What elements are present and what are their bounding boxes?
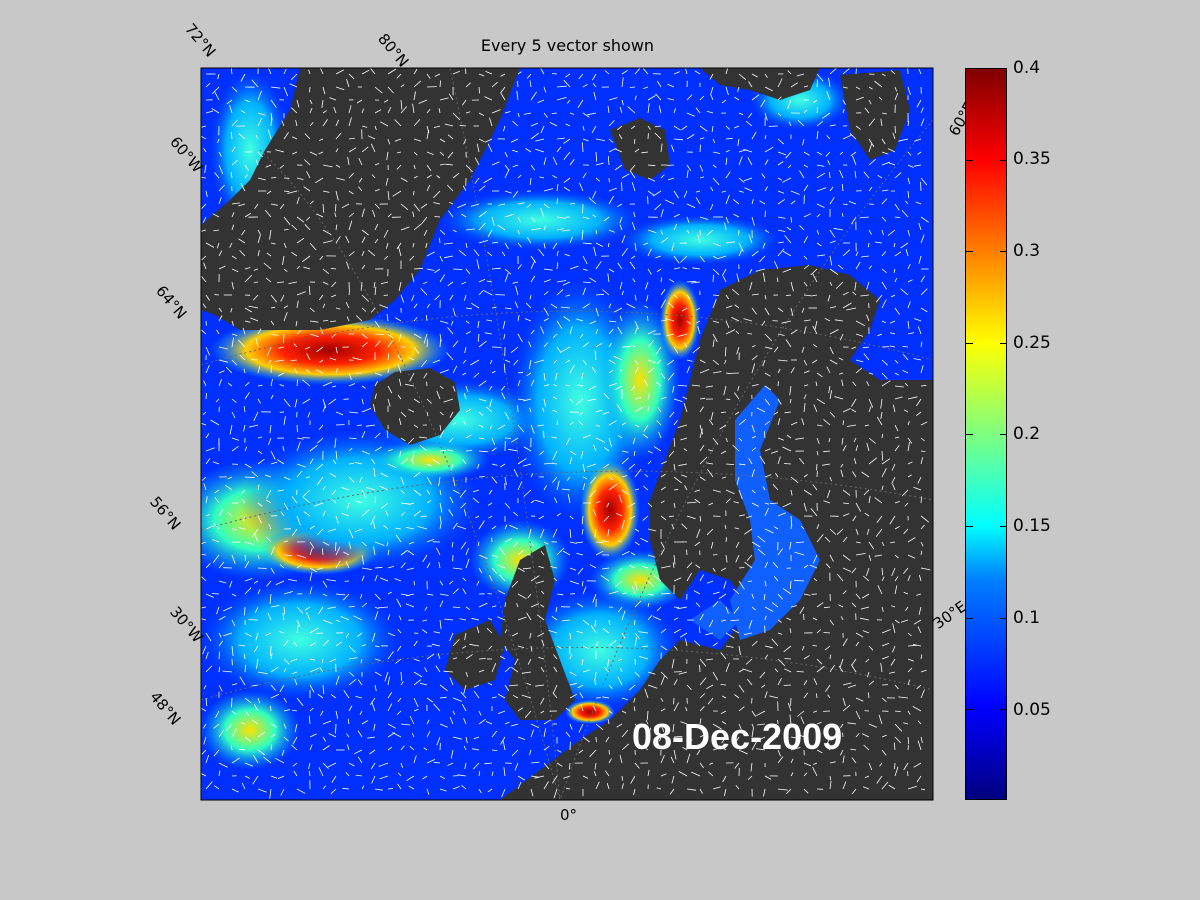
vector-field <box>201 68 931 799</box>
colorbar-tick: 0.25 <box>1013 333 1051 353</box>
colorbar-tick: 0.35 <box>1013 149 1051 169</box>
colorbar-tick: 0.4 <box>1013 58 1041 78</box>
plot-title: Every 5 vector shown <box>480 36 655 55</box>
lon-label-0: 0° <box>560 806 578 824</box>
date-label: 08-Dec-2009 <box>632 716 843 757</box>
colorbar-tick: 0.1 <box>1013 608 1041 628</box>
plot-frame <box>200 67 934 801</box>
colorbar-tick: 0.05 <box>1013 700 1051 720</box>
colorbar-tick: 0.2 <box>1013 424 1041 444</box>
colorbar-tick: 0.15 <box>1013 516 1051 536</box>
colorbar-tick: 0.3 <box>1013 241 1041 261</box>
